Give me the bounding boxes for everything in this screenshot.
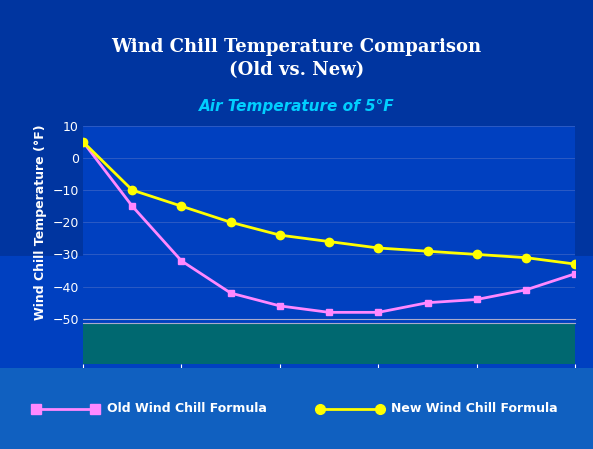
Y-axis label: Wind Chill Temperature (°F): Wind Chill Temperature (°F) (34, 124, 47, 320)
X-axis label: Wind Speed (mph): Wind Speed (mph) (257, 388, 401, 402)
Text: Air Temperature of 5°F: Air Temperature of 5°F (199, 99, 394, 114)
Text: Wind Chill Temperature Comparison: Wind Chill Temperature Comparison (111, 38, 482, 56)
Text: New Wind Chill Formula: New Wind Chill Formula (391, 402, 558, 415)
Text: Old Wind Chill Formula: Old Wind Chill Formula (107, 402, 267, 415)
Text: (Old vs. New): (Old vs. New) (229, 61, 364, 79)
